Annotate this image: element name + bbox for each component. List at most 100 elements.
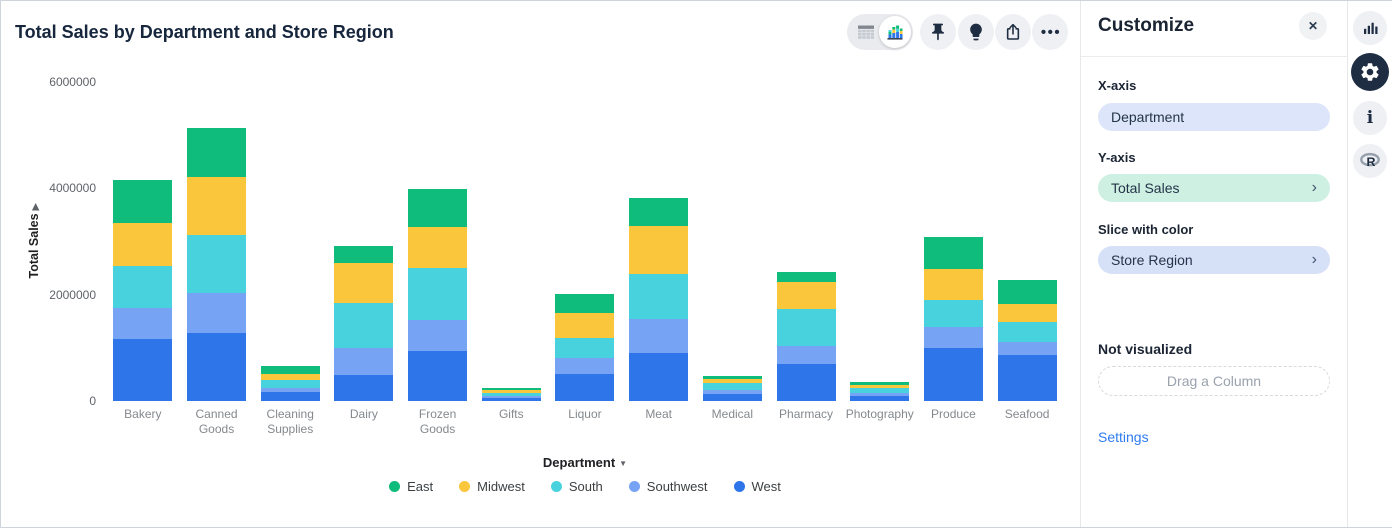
x-axis-title[interactable]: Department ▼ — [542, 455, 628, 470]
bar-segment-southwest[interactable] — [850, 392, 910, 396]
bar-segment-southwest[interactable] — [481, 395, 541, 398]
bar-canned-goods[interactable] — [187, 127, 247, 401]
bar-segment-east[interactable] — [260, 365, 320, 374]
bar-medical[interactable] — [702, 375, 762, 401]
bar-segment-west[interactable] — [776, 364, 836, 401]
bar-segment-south[interactable] — [408, 267, 468, 321]
pin-button[interactable] — [920, 14, 956, 50]
bar-segment-midwest[interactable] — [334, 263, 394, 303]
y-axis-pill[interactable]: Total Sales › — [1098, 174, 1330, 202]
bar-segment-midwest[interactable] — [113, 222, 173, 266]
table-view-icon[interactable] — [855, 21, 877, 43]
bar-segment-midwest[interactable] — [776, 281, 836, 309]
bar-segment-south[interactable] — [113, 265, 173, 308]
bar-segment-south[interactable] — [334, 302, 394, 348]
bar-frozen-goods[interactable] — [408, 188, 468, 401]
drag-column-dropzone[interactable]: Drag a Column — [1098, 366, 1330, 396]
bar-segment-southwest[interactable] — [629, 319, 689, 353]
bar-segment-west[interactable] — [629, 352, 689, 401]
bar-segment-south[interactable] — [776, 308, 836, 347]
bar-produce[interactable] — [923, 237, 983, 401]
bar-segment-east[interactable] — [481, 388, 541, 391]
bar-segment-south[interactable] — [555, 337, 615, 358]
bar-segment-midwest[interactable] — [629, 226, 689, 274]
bar-segment-west[interactable] — [113, 338, 173, 401]
bar-segment-south[interactable] — [997, 321, 1057, 342]
bar-segment-midwest[interactable] — [555, 312, 615, 338]
bar-segment-east[interactable] — [334, 245, 394, 264]
bar-segment-west[interactable] — [555, 373, 615, 401]
bar-segment-west[interactable] — [187, 332, 247, 401]
bar-segment-east[interactable] — [776, 271, 836, 282]
bar-segment-east[interactable] — [997, 279, 1057, 305]
legend-item-east[interactable]: East — [389, 479, 433, 494]
bar-segment-midwest[interactable] — [481, 390, 541, 394]
bar-segment-southwest[interactable] — [776, 346, 836, 365]
more-button[interactable]: ••• — [1032, 14, 1068, 50]
bar-segment-south[interactable] — [923, 300, 983, 328]
insights-button[interactable] — [958, 14, 994, 50]
chart-view-icon[interactable] — [879, 16, 911, 48]
y-axis-label[interactable]: Total Sales▶ — [27, 203, 41, 279]
bar-dairy[interactable] — [334, 245, 394, 401]
info-tab-button[interactable]: i — [1353, 101, 1387, 135]
bar-segment-east[interactable] — [113, 180, 173, 223]
bar-segment-east[interactable] — [555, 294, 615, 313]
x-axis-pill[interactable]: Department — [1098, 103, 1330, 131]
bar-segment-west[interactable] — [997, 355, 1057, 401]
bar-segment-west[interactable] — [260, 391, 320, 401]
bar-segment-east[interactable] — [408, 188, 468, 228]
legend-item-southwest[interactable]: Southwest — [628, 479, 708, 494]
bar-segment-east[interactable] — [850, 381, 910, 385]
bar-segment-midwest[interactable] — [923, 268, 983, 300]
bar-photography[interactable] — [850, 381, 910, 401]
bar-segment-east[interactable] — [923, 237, 983, 269]
legend-item-south[interactable]: South — [550, 479, 603, 494]
bar-cleaning-supplies[interactable] — [260, 365, 320, 401]
bar-segment-southwest[interactable] — [555, 357, 615, 374]
bar-liquor[interactable] — [555, 294, 615, 401]
bar-segment-east[interactable] — [702, 375, 762, 380]
legend-item-west[interactable]: West — [733, 479, 781, 494]
bar-bakery[interactable] — [113, 180, 173, 401]
bar-segment-west[interactable] — [408, 350, 468, 401]
bar-segment-south[interactable] — [850, 388, 910, 393]
bar-segment-south[interactable] — [187, 235, 247, 293]
bar-gifts[interactable] — [481, 388, 541, 401]
bar-segment-southwest[interactable] — [408, 320, 468, 351]
bar-segment-south[interactable] — [260, 380, 320, 388]
close-button[interactable]: ✕ — [1299, 12, 1327, 40]
bar-segment-east[interactable] — [629, 197, 689, 227]
bar-segment-east[interactable] — [187, 127, 247, 178]
bar-segment-southwest[interactable] — [923, 327, 983, 348]
settings-link[interactable]: Settings — [1098, 429, 1149, 445]
bar-segment-southwest[interactable] — [997, 342, 1057, 356]
bar-segment-west[interactable] — [481, 397, 541, 401]
bar-seafood[interactable] — [997, 279, 1057, 401]
bar-segment-southwest[interactable] — [702, 390, 762, 395]
bar-segment-south[interactable] — [629, 273, 689, 320]
bar-segment-southwest[interactable] — [113, 307, 173, 339]
bar-segment-midwest[interactable] — [850, 384, 910, 389]
bar-pharmacy[interactable] — [776, 271, 836, 401]
bar-segment-southwest[interactable] — [260, 387, 320, 392]
r-logo-button[interactable]: R — [1353, 144, 1387, 178]
bar-segment-midwest[interactable] — [260, 373, 320, 381]
bar-segment-west[interactable] — [850, 395, 910, 401]
legend-item-midwest[interactable]: Midwest — [459, 479, 525, 494]
settings-tab-button[interactable] — [1351, 53, 1389, 91]
bar-segment-southwest[interactable] — [334, 347, 394, 375]
slice-pill[interactable]: Store Region › — [1098, 246, 1330, 274]
bar-segment-midwest[interactable] — [187, 177, 247, 236]
bar-segment-south[interactable] — [702, 383, 762, 391]
bar-segment-west[interactable] — [702, 394, 762, 401]
bar-segment-west[interactable] — [923, 347, 983, 401]
bar-segment-west[interactable] — [334, 374, 394, 401]
bar-segment-south[interactable] — [481, 393, 541, 396]
bar-segment-midwest[interactable] — [408, 227, 468, 268]
view-toggle[interactable] — [847, 14, 913, 50]
bar-segment-midwest[interactable] — [997, 304, 1057, 322]
bar-segment-midwest[interactable] — [702, 379, 762, 384]
visualization-tab-button[interactable] — [1353, 11, 1387, 45]
bar-segment-southwest[interactable] — [187, 292, 247, 333]
